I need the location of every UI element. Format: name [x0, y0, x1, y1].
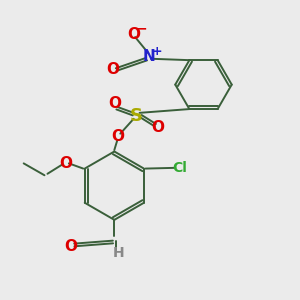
Text: O: O — [106, 62, 119, 77]
Text: O: O — [151, 120, 164, 135]
Text: O: O — [111, 129, 124, 144]
Text: Cl: Cl — [172, 161, 187, 175]
Text: H: H — [113, 245, 124, 260]
Text: O: O — [65, 239, 78, 254]
Text: −: − — [135, 21, 147, 35]
Text: N: N — [142, 49, 155, 64]
Text: O: O — [108, 96, 121, 111]
Text: O: O — [127, 27, 140, 42]
Text: +: + — [152, 45, 162, 58]
Text: O: O — [59, 156, 72, 171]
Text: S: S — [130, 107, 143, 125]
